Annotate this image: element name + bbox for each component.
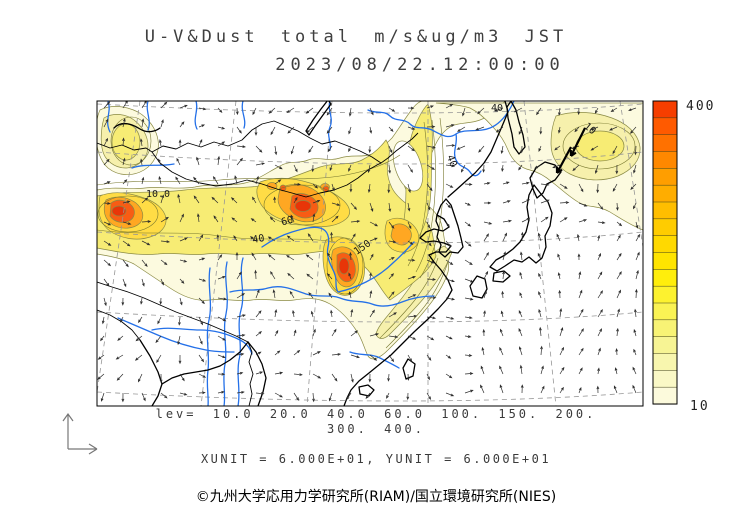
axes-indicator — [62, 412, 98, 455]
figure-timestamp: 2023/08/22.12:00:00 — [275, 55, 565, 75]
colorbar-step — [652, 117, 678, 136]
border-myanmar — [247, 341, 254, 406]
strong-wind-arrow — [555, 146, 572, 174]
colorbar-min-label: 10 — [690, 399, 710, 414]
strong-wind-arrows — [555, 127, 586, 174]
colorbar-step — [652, 269, 678, 287]
river-siberia — [194, 101, 198, 130]
coastline-shikoku — [492, 270, 511, 283]
river-amur — [367, 101, 515, 138]
river-pearl — [349, 351, 400, 369]
dust-fill-layers — [97, 101, 643, 360]
lake-baikal — [305, 101, 332, 136]
river-selenga — [327, 101, 332, 151]
coastline-kyushu — [469, 275, 488, 299]
colorbar-step — [652, 386, 678, 405]
river-yangtze — [229, 286, 435, 307]
wind-vector-arrows — [97, 101, 641, 403]
river-brahmaputra — [151, 327, 253, 355]
river-tarim — [131, 163, 175, 169]
colorbar-step — [652, 235, 678, 254]
contour-label: 60 — [280, 215, 294, 229]
coastline-china — [343, 214, 453, 406]
figure-title: U-V&Dust total m/s&ug/m3 JST — [144, 27, 568, 47]
river-ganges — [117, 317, 235, 353]
coastline-hainan — [358, 384, 375, 397]
colorbar-border — [652, 100, 678, 405]
colorbar-step — [652, 168, 678, 186]
colorbar: 400 10 — [652, 99, 715, 414]
contour-levels-line1: lev= 10.0 20.0 40.0 60.0 100. 150. 200. — [155, 407, 597, 421]
coastline-sakhalin — [506, 101, 526, 155]
map-frame — [96, 100, 644, 407]
colorbar-step — [652, 218, 678, 237]
y-axis-arrow — [62, 412, 74, 449]
dust-core-west — [111, 205, 127, 217]
mountain-ridge-line — [113, 122, 161, 133]
dust-yellow-band — [97, 139, 437, 301]
colorbar-max-label: 400 — [686, 99, 715, 114]
colorbar-steps — [652, 100, 678, 405]
contour-label: 40 — [252, 233, 266, 246]
river-siberia — [241, 101, 246, 129]
river-siberia — [146, 101, 150, 131]
border-himalaya — [97, 281, 249, 343]
contour-levels-line2: 300. 400. — [326, 422, 426, 436]
wind-vectors — [97, 101, 641, 403]
dust-core-central — [338, 257, 350, 275]
copyright-line: ©九州大学応用力学研究所(RIAM)/国立環境研究所(NIES) — [195, 489, 557, 505]
contour-texture-lines — [97, 116, 636, 349]
colorbar-step — [652, 151, 678, 169]
coastline-india-east — [161, 341, 249, 385]
colorbar-step — [652, 184, 678, 203]
graticule — [97, 101, 643, 406]
river-yellow — [261, 226, 415, 293]
coastline-india-west — [139, 339, 163, 406]
border-mongolia-south — [151, 151, 382, 198]
colorbar-step — [652, 201, 678, 220]
colorbar-step — [652, 252, 678, 270]
coastline-primorye — [447, 101, 509, 198]
contour-label: 40 — [444, 154, 458, 169]
colorbar-step — [652, 319, 678, 338]
colorbar-step — [652, 100, 678, 119]
contour-label: 40 — [491, 103, 503, 114]
border-mongolia-north — [151, 120, 419, 164]
coastline-honshu — [489, 184, 553, 272]
colorbar-step — [652, 285, 678, 304]
border-india-north — [97, 309, 141, 341]
vector-units-line: XUNIT = 6.000E+01, YUNIT = 6.000E+01 — [200, 452, 552, 466]
colorbar-step — [652, 134, 678, 153]
dust-core-gobi — [294, 200, 312, 212]
contour-label: 10.0 — [146, 189, 170, 200]
x-axis-arrow — [68, 443, 98, 455]
clear-air-enclave — [392, 140, 424, 192]
river-irrawaddy — [206, 267, 212, 406]
strong-wind-arrow — [569, 127, 586, 157]
colorbar-step — [652, 353, 678, 371]
coastline-korea — [435, 198, 464, 258]
colorbar-step — [652, 302, 678, 321]
coastline-taiwan — [402, 358, 416, 380]
colorbar-step — [652, 370, 678, 388]
river-amur-branch — [453, 133, 482, 177]
border-central-asia — [97, 142, 153, 153]
colorbar-step — [652, 336, 678, 355]
